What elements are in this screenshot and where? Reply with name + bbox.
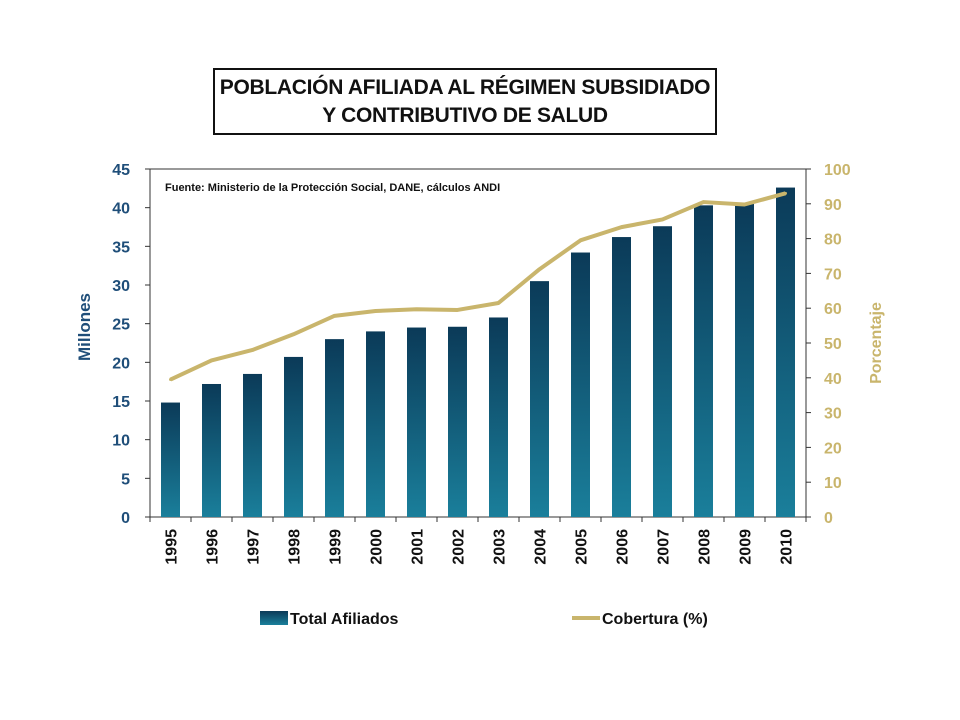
point-cobertura [538,267,541,271]
left-tick-label: 45 [112,162,130,179]
point-cobertura [333,314,336,318]
bar-total-afiliados [694,205,713,517]
x-tick-label: 2010 [779,529,796,565]
point-cobertura [251,348,254,352]
bar-total-afiliados [653,226,672,517]
x-tick-label: 2001 [410,529,427,565]
left-tick-label: 35 [112,239,130,256]
left-tick-label: 40 [112,201,130,218]
left-tick-label: 15 [112,394,130,411]
left-tick-label: 20 [112,355,130,372]
chart-title-line-2: Y CONTRIBUTIVO DE SALUD [322,103,608,127]
right-tick-label: 80 [824,232,842,249]
bar-total-afiliados [530,281,549,517]
legend: Total Afiliados Cobertura (%) [260,611,708,628]
bar-total-afiliados [448,326,467,517]
right-tick-label: 90 [824,197,842,214]
legend-label-cobertura: Cobertura (%) [602,611,708,628]
bar-total-afiliados [571,252,590,517]
bar-total-afiliados [284,356,303,517]
bar-total-afiliados [407,327,426,517]
x-tick-label: 1999 [328,529,345,565]
x-tick-label: 1998 [287,529,304,565]
left-tick-label: 30 [112,278,130,295]
point-cobertura [374,309,377,313]
x-tick-label: 2000 [369,529,386,565]
right-tick-label: 100 [824,162,851,179]
point-cobertura [784,191,787,195]
point-cobertura [743,202,746,206]
right-axis-label: Porcentaje [868,302,885,384]
point-cobertura [210,358,213,362]
point-cobertura [292,332,295,336]
point-cobertura [579,238,582,242]
x-tick-label: 1997 [246,529,263,565]
left-tick-label: 10 [112,433,130,450]
x-tick-label: 2005 [574,529,591,565]
x-tick-label: 1996 [205,529,222,565]
right-tick-label: 70 [824,266,842,283]
point-cobertura [415,307,418,311]
bar-total-afiliados [776,187,795,517]
x-tick-label: 1995 [164,529,181,565]
right-tick-label: 10 [824,475,842,492]
right-tick-label: 0 [824,510,833,527]
left-tick-label: 5 [121,471,130,488]
x-tick-label: 2002 [451,529,468,565]
right-tick-label: 40 [824,371,842,388]
x-tick-label: 2009 [738,529,755,565]
point-cobertura [620,225,623,229]
point-cobertura [661,217,664,221]
x-tick-label: 2008 [697,529,714,565]
right-tick-label: 20 [824,440,842,457]
line-cobertura [169,191,787,382]
left-axis-label: Millones [75,293,94,361]
legend-label-total-afiliados: Total Afiliados [290,611,399,628]
right-tick-label: 30 [824,406,842,423]
chart-title: POBLACIÓN AFILIADA AL RÉGIMEN SUBSIDIADO… [213,68,717,135]
x-tick-label: 2006 [615,529,632,565]
bar-total-afiliados [735,203,754,517]
right-tick-label: 60 [824,301,842,318]
x-tick-label: 2004 [533,529,550,565]
x-tick-label: 2007 [656,529,673,565]
right-tick-label: 50 [824,336,842,353]
left-tick-label: 0 [121,510,130,527]
point-cobertura [497,301,500,305]
bar-total-afiliados [325,339,344,517]
point-cobertura [169,378,172,382]
x-tick-label: 2003 [492,529,509,565]
source-annotation: Fuente: Ministerio de la Protección Soci… [165,182,500,194]
left-tick-label: 25 [112,317,130,334]
chart-title-line-1: POBLACIÓN AFILIADA AL RÉGIMEN SUBSIDIADO [219,75,711,99]
bar-total-afiliados [161,402,180,517]
bar-total-afiliados [612,237,631,517]
point-cobertura [702,200,705,204]
legend-swatch-total-afiliados [260,611,288,625]
point-cobertura [456,308,459,312]
bar-total-afiliados [366,331,385,517]
bar-total-afiliados [489,317,508,517]
bar-total-afiliados [202,383,221,517]
bar-total-afiliados [243,373,262,517]
